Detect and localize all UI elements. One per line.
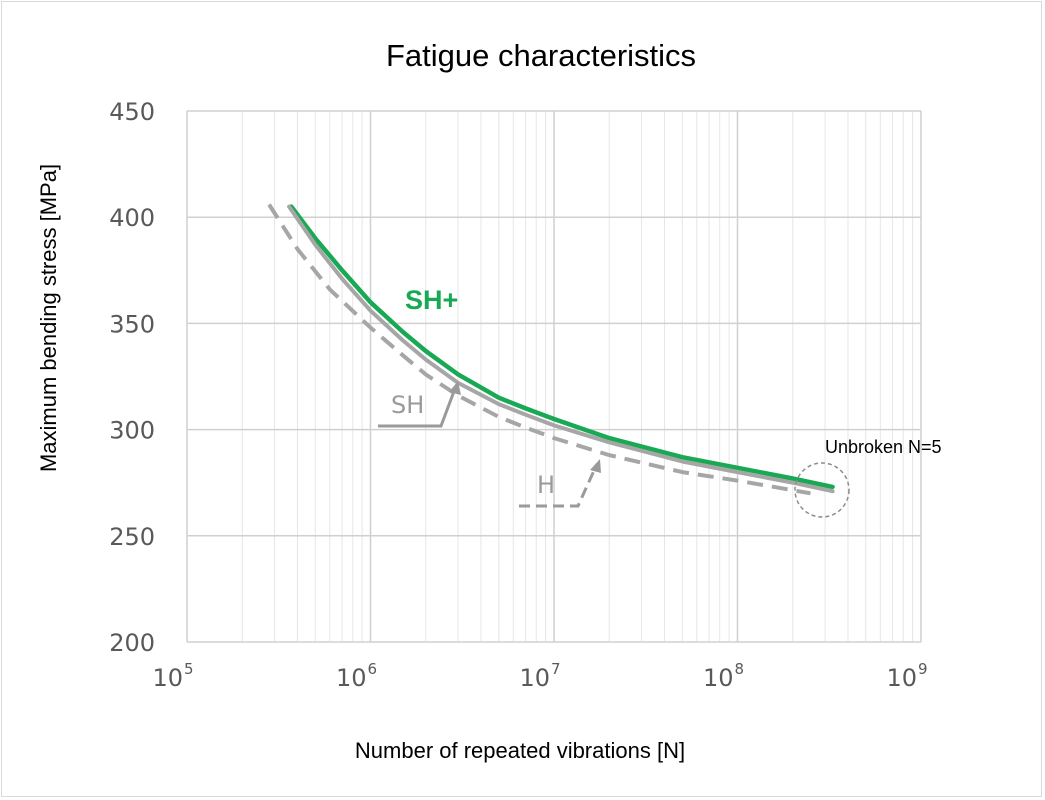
sh-leader-line (378, 385, 458, 428)
y-tick-label: 200 (109, 629, 155, 657)
x-tick-base: 10 (519, 664, 550, 692)
x-tick-label: 10 9 (886, 660, 927, 692)
x-tick-base: 10 (336, 664, 367, 692)
label-sh: SH (391, 391, 424, 419)
gridlines (186, 110, 922, 643)
y-axis-title: Maximum bending stress [MPa] (36, 164, 61, 472)
x-tick-base: 10 (152, 664, 183, 692)
y-tick-label: 250 (109, 523, 155, 551)
y-tick-label: 300 (109, 417, 155, 445)
unbroken-marker-circle (794, 462, 850, 518)
x-tick-exponent: 5 (184, 660, 194, 678)
y-axis-ticks: 450 400 350 300 250 200 (109, 98, 155, 657)
y-tick-label: 450 (109, 98, 155, 126)
label-unbroken: Unbroken N=5 (825, 437, 942, 457)
y-tick-label: 400 (109, 204, 155, 232)
x-tick-base: 10 (703, 664, 734, 692)
x-tick-exponent: 8 (735, 660, 745, 678)
data-series (267, 203, 835, 496)
label-sh-plus: SH+ (405, 285, 458, 315)
x-axis-title: Number of repeated vibrations [N] (355, 738, 685, 763)
series-line-sh (287, 204, 835, 494)
x-tick-base: 10 (886, 664, 917, 692)
series-line-sh-plus (289, 204, 835, 490)
x-tick-label: 10 7 (519, 660, 560, 692)
x-tick-label: 10 5 (152, 660, 193, 692)
y-tick-label: 350 (109, 310, 155, 338)
annotations: SH+ SH H Unbroken N=5 (378, 285, 942, 518)
x-tick-exponent: 6 (368, 660, 378, 678)
series-line-h (267, 203, 811, 496)
label-h: H (537, 471, 555, 499)
sh-leader-arrowhead (449, 381, 461, 395)
h-leader-arrowhead (590, 459, 601, 473)
x-tick-label: 10 6 (336, 660, 377, 692)
h-leader-line (519, 463, 599, 508)
chart-title: Fatigue characteristics (386, 38, 696, 73)
x-tick-label: 10 8 (703, 660, 744, 692)
x-axis-ticks: 10 5 10 6 10 7 10 8 10 9 (152, 660, 927, 692)
x-tick-exponent: 7 (551, 660, 561, 678)
x-tick-exponent: 9 (918, 660, 928, 678)
